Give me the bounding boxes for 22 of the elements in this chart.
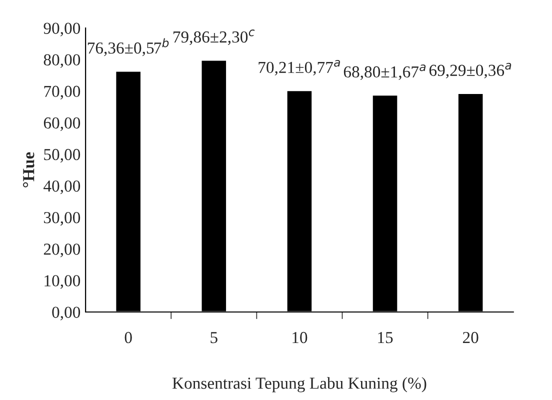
data-label: 68,80±1,67$^{a}$ [344, 64, 426, 80]
x-axis-title: Konsentrasi Tepung Labu Kuning (%) [172, 377, 426, 392]
y-tick-label: 10,00 [44, 275, 80, 289]
x-tick-label: 20 [462, 332, 478, 344]
y-tick-label: 80,00 [44, 54, 80, 68]
y-tick-label: 50,00 [44, 148, 80, 163]
y-tick-label: 20,00 [44, 244, 80, 258]
y-tick-label: 0,00 [52, 306, 80, 320]
x-tick-label: 10 [292, 332, 308, 344]
data-label: 70,21±0,77$^{a}$ [258, 60, 340, 76]
data-label: 76,36±0,57$^{b}$ [88, 38, 169, 56]
y-tick-label: 70,00 [44, 86, 80, 100]
y-tick-label: 40,00 [44, 180, 80, 194]
y-tick-label: 30,00 [44, 212, 80, 226]
y-tick-label: 60,00 [44, 117, 80, 132]
x-tick-label: 0 [124, 332, 132, 344]
data-label: 79,86±2,30$^{c}$ [174, 30, 255, 46]
x-tick-label: 5 [210, 332, 218, 344]
y-axis-title: °Hue [23, 152, 34, 188]
data-label: 69,29±0,36$^{a}$ [429, 62, 512, 78]
y-tick-label: 90,00 [44, 22, 80, 36]
x-tick-label: 15 [378, 332, 393, 344]
